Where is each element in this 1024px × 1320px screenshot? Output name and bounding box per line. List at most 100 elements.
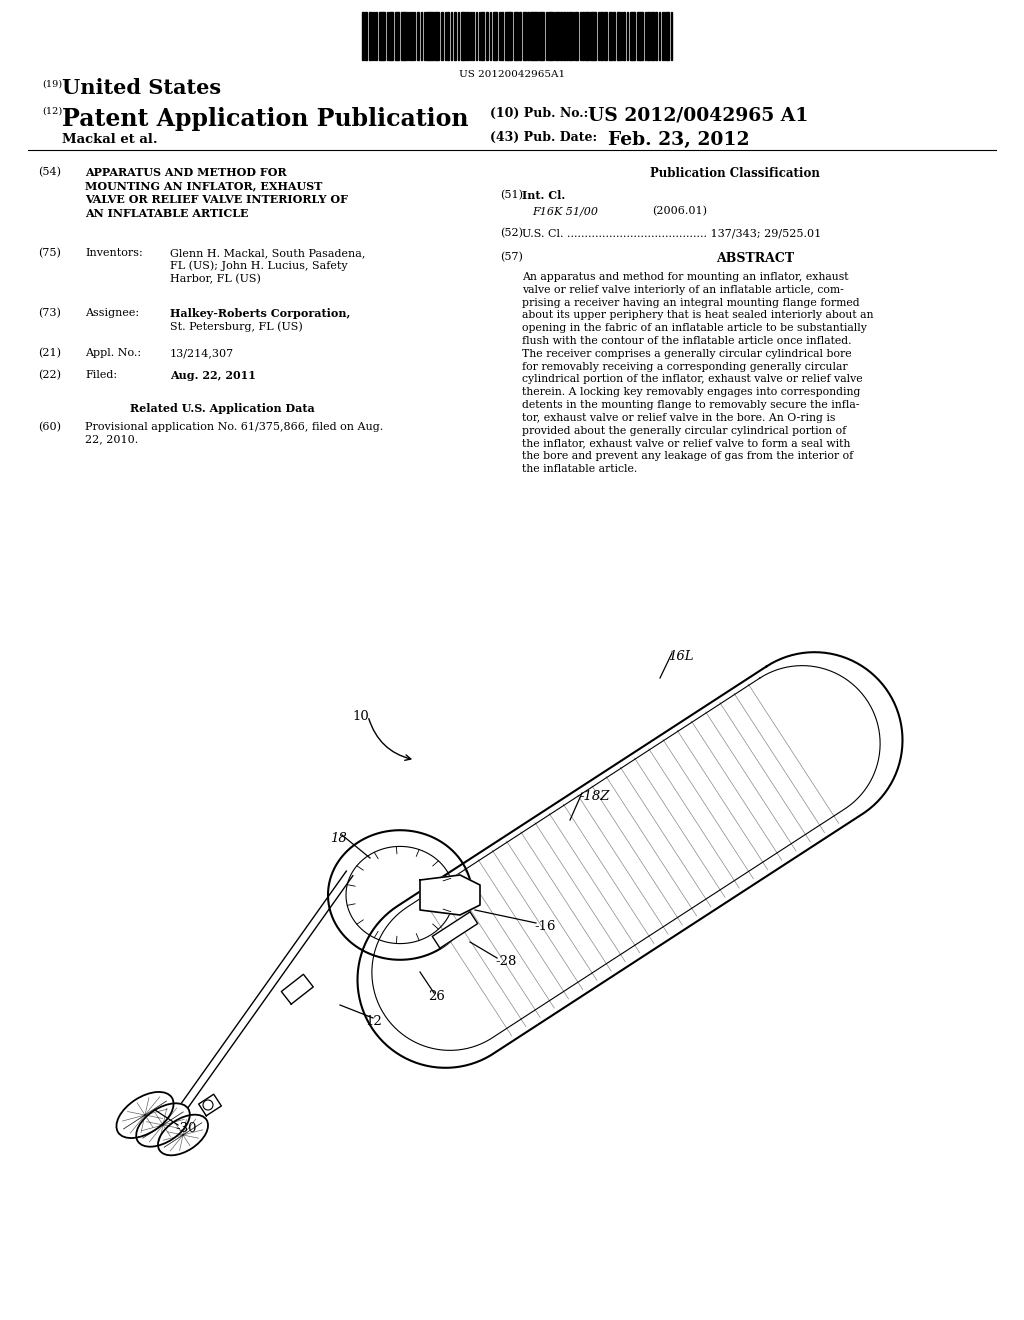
Bar [494, 12, 497, 59]
Text: Publication Classification: Publication Classification [650, 168, 820, 180]
Text: Mackal et al.: Mackal et al. [62, 133, 158, 147]
Text: (10) Pub. No.:: (10) Pub. No.: [490, 107, 588, 120]
Bar [582, 12, 584, 59]
Bar [640, 12, 643, 59]
Bar [430, 12, 432, 59]
Bar [369, 12, 371, 59]
Text: 13/214,307: 13/214,307 [170, 348, 234, 358]
Bar [600, 12, 603, 59]
Bar [515, 12, 517, 59]
Text: APPARATUS AND METHOD FOR
MOUNTING AN INFLATOR, EXHAUST
VALVE OR RELIEF VALVE INT: APPARATUS AND METHOD FOR MOUNTING AN INF… [85, 168, 348, 219]
Text: Appl. No.:: Appl. No.: [85, 348, 141, 358]
Bar [510, 12, 512, 59]
Bar [417, 12, 419, 59]
Bar [401, 12, 404, 59]
Text: United States: United States [62, 78, 221, 98]
Text: 18: 18 [330, 832, 347, 845]
Bar [532, 12, 535, 59]
Polygon shape [199, 1094, 221, 1115]
Bar [365, 12, 367, 59]
Bar [383, 12, 385, 59]
Text: (22): (22) [38, 370, 61, 380]
Bar [466, 12, 468, 59]
Text: (57): (57) [500, 252, 523, 263]
Bar [530, 12, 532, 59]
Text: 10: 10 [352, 710, 369, 723]
Text: St. Petersburg, FL (US): St. Petersburg, FL (US) [170, 321, 303, 331]
Text: (51): (51) [500, 190, 523, 201]
Bar [630, 12, 632, 59]
Bar [613, 12, 615, 59]
Text: (54): (54) [38, 168, 61, 177]
Text: ABSTRACT: ABSTRACT [716, 252, 794, 265]
Bar [637, 12, 640, 59]
Text: Inventors:: Inventors: [85, 248, 142, 257]
Bar [434, 12, 436, 59]
Text: Filed:: Filed: [85, 370, 117, 380]
Bar [575, 12, 578, 59]
Bar [651, 12, 654, 59]
Bar [548, 12, 551, 59]
Text: -30: -30 [175, 1122, 197, 1135]
Bar [381, 12, 383, 59]
Bar [389, 12, 391, 59]
Text: -18Z: -18Z [580, 789, 610, 803]
Text: U.S. Cl. ........................................ 137/343; 29/525.01: U.S. Cl. ...............................… [522, 228, 821, 238]
Bar [505, 12, 507, 59]
Text: (12): (12) [42, 107, 62, 116]
Text: Related U.S. Application Data: Related U.S. Application Data [130, 403, 314, 414]
Text: (52): (52) [500, 228, 523, 239]
Bar [569, 12, 572, 59]
Bar [610, 12, 612, 59]
Text: US 2012/0042965 A1: US 2012/0042965 A1 [588, 107, 808, 125]
Bar [593, 12, 595, 59]
Bar [463, 12, 465, 59]
Bar [454, 12, 456, 59]
Bar [623, 12, 625, 59]
Bar [519, 12, 521, 59]
Bar [551, 12, 553, 59]
Text: 26: 26 [428, 990, 444, 1003]
Text: Glenn H. Mackal, South Pasadena,
FL (US); John H. Lucius, Safety
Harbor, FL (US): Glenn H. Mackal, South Pasadena, FL (US)… [170, 248, 366, 284]
Text: (21): (21) [38, 348, 61, 358]
Bar [481, 12, 484, 59]
Bar [557, 12, 559, 59]
Text: Assignee:: Assignee: [85, 308, 139, 318]
Text: (75): (75) [38, 248, 60, 259]
Polygon shape [420, 875, 480, 915]
Text: -16: -16 [534, 920, 555, 933]
Text: Halkey-Roberts Corporation,: Halkey-Roberts Corporation, [170, 308, 350, 319]
Text: (43) Pub. Date:: (43) Pub. Date: [490, 131, 597, 144]
Text: Provisional application No. 61/375,866, filed on Aug.
22, 2010.: Provisional application No. 61/375,866, … [85, 422, 383, 445]
Bar [566, 12, 568, 59]
Text: (2006.01): (2006.01) [652, 206, 707, 216]
Text: (73): (73) [38, 308, 60, 318]
Bar [441, 12, 443, 59]
Bar [436, 12, 439, 59]
Text: Patent Application Publication: Patent Application Publication [62, 107, 469, 131]
Bar [486, 12, 488, 59]
Bar [404, 12, 406, 59]
Bar [542, 12, 544, 59]
Bar [527, 12, 529, 59]
Bar [362, 12, 364, 59]
Polygon shape [432, 912, 477, 948]
Bar [539, 12, 542, 59]
Text: (60): (60) [38, 422, 61, 433]
Text: F16K 51/00: F16K 51/00 [532, 206, 598, 216]
Text: Feb. 23, 2012: Feb. 23, 2012 [608, 131, 750, 149]
Bar [604, 12, 606, 59]
Bar [590, 12, 593, 59]
Text: 16L: 16L [668, 649, 693, 663]
Text: An apparatus and method for mounting an inflator, exhaust
valve or relief valve : An apparatus and method for mounting an … [522, 272, 873, 474]
Text: 12: 12 [365, 1015, 382, 1028]
Text: US 20120042965A1: US 20120042965A1 [459, 70, 565, 79]
Bar [447, 12, 449, 59]
Bar [535, 12, 538, 59]
Bar [427, 12, 430, 59]
Bar [563, 12, 565, 59]
Bar [666, 12, 669, 59]
Text: -28: -28 [495, 954, 516, 968]
Polygon shape [282, 974, 313, 1005]
Text: Int. Cl.: Int. Cl. [522, 190, 565, 201]
